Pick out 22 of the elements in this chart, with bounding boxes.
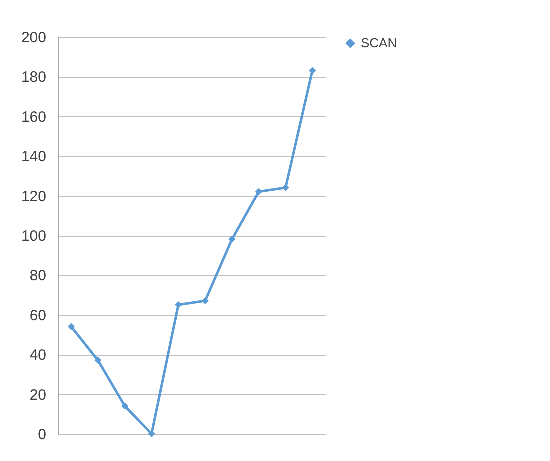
y-tick-label: 20 bbox=[30, 386, 46, 404]
y-tick-label: 200 bbox=[21, 30, 46, 46]
point bbox=[175, 301, 182, 309]
y-tick-label: 60 bbox=[30, 307, 46, 324]
point bbox=[282, 184, 290, 192]
y-tick-label: 180 bbox=[21, 69, 46, 86]
y-tick-label: 160 bbox=[21, 108, 46, 126]
y-tick-label: 40 bbox=[30, 347, 46, 364]
point bbox=[228, 236, 236, 244]
point bbox=[148, 430, 156, 438]
y-tick-label: 100 bbox=[21, 228, 46, 245]
point bbox=[309, 67, 316, 74]
y-tick-label: 0 bbox=[38, 426, 46, 444]
point bbox=[202, 297, 209, 305]
y-tick-label: 80 bbox=[30, 268, 46, 285]
legend-label: SCAN bbox=[361, 36, 398, 50]
point bbox=[121, 402, 129, 410]
y-tick-label: 140 bbox=[21, 148, 46, 166]
point bbox=[94, 357, 102, 364]
y-tick-label: 120 bbox=[21, 188, 46, 206]
point bbox=[68, 323, 75, 330]
point bbox=[255, 188, 263, 196]
